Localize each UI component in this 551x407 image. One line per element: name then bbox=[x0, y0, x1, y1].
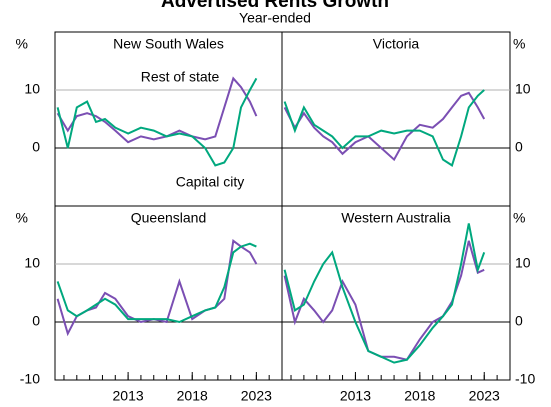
panel-title: New South Wales bbox=[113, 36, 224, 52]
x-tick-label: 2023 bbox=[469, 388, 500, 404]
y-tick-label: 0 bbox=[32, 139, 40, 155]
y-axis-label: % bbox=[513, 36, 525, 52]
panel-frame bbox=[281, 205, 511, 381]
panel-title: Western Australia bbox=[341, 210, 451, 226]
chart-title: Advertised Rents Growth bbox=[161, 0, 389, 12]
y-tick-label: -10 bbox=[515, 371, 535, 387]
y-tick-label: 10 bbox=[24, 81, 40, 97]
series-line bbox=[56, 77, 258, 167]
series-line bbox=[283, 240, 485, 361]
series-line bbox=[56, 242, 257, 324]
y-tick-label: 10 bbox=[515, 255, 531, 271]
y-tick-label: 10 bbox=[515, 81, 531, 97]
series-line bbox=[283, 91, 486, 162]
series-line bbox=[56, 76, 258, 144]
y-tick-label: 0 bbox=[515, 313, 523, 329]
y-axis-label: % bbox=[16, 36, 28, 52]
y-tick-label: 0 bbox=[32, 313, 40, 329]
x-tick-label: 2013 bbox=[113, 388, 144, 404]
x-tick-label: 2018 bbox=[404, 388, 435, 404]
y-tick-label: 0 bbox=[515, 139, 523, 155]
series-line bbox=[283, 89, 485, 167]
panel-title: Victoria bbox=[373, 36, 420, 52]
series-line bbox=[283, 223, 486, 364]
y-tick-label: -10 bbox=[20, 371, 40, 387]
chart-subtitle: Year-ended bbox=[239, 10, 311, 26]
y-tick-label: 10 bbox=[24, 255, 40, 271]
y-axis-label: % bbox=[16, 210, 28, 226]
panel-frame bbox=[54, 31, 283, 207]
annotation: Rest of state bbox=[141, 69, 220, 85]
panel-frame bbox=[281, 31, 511, 207]
annotation: Capital city bbox=[176, 174, 244, 190]
x-tick-label: 2023 bbox=[241, 388, 272, 404]
x-tick-label: 2018 bbox=[177, 388, 208, 404]
y-axis-label: % bbox=[513, 210, 525, 226]
panel-frame bbox=[54, 205, 283, 381]
panel-title: Queensland bbox=[131, 210, 207, 226]
x-tick-label: 2013 bbox=[340, 388, 371, 404]
